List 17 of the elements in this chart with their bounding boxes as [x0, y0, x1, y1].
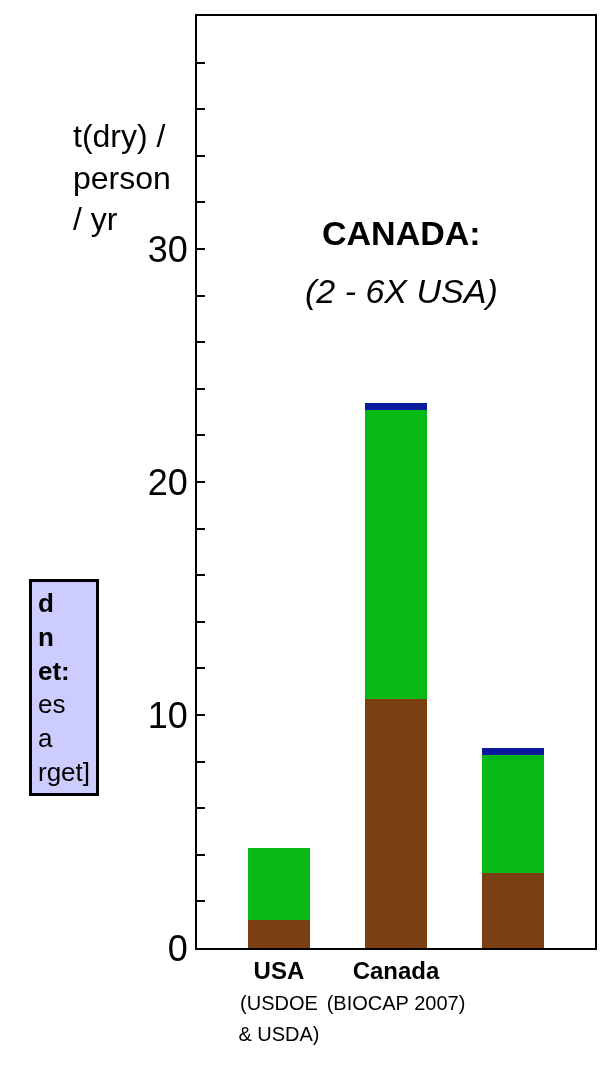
- y-tick-label: 30: [147, 228, 188, 270]
- bar: [247, 847, 310, 921]
- y-tick-label: 0: [167, 927, 188, 969]
- y-tick-label: 10: [147, 694, 188, 736]
- bar: [364, 409, 428, 699]
- annotation: CANADA:: [322, 214, 481, 252]
- bar: [247, 920, 310, 948]
- bar: [482, 747, 545, 755]
- bar: [364, 402, 428, 410]
- x-tick-label: USA (USDOE & USDA): [238, 956, 320, 1046]
- annotation: (2 - 6X USA): [305, 272, 498, 310]
- text: d n et: es a rget]: [38, 588, 91, 787]
- bar: [482, 873, 545, 948]
- bar: [482, 754, 545, 874]
- bar: [364, 698, 428, 948]
- y-tick-label: 20: [147, 461, 188, 503]
- x-tick-label: Canada (BIOCAP 2007): [326, 956, 466, 1014]
